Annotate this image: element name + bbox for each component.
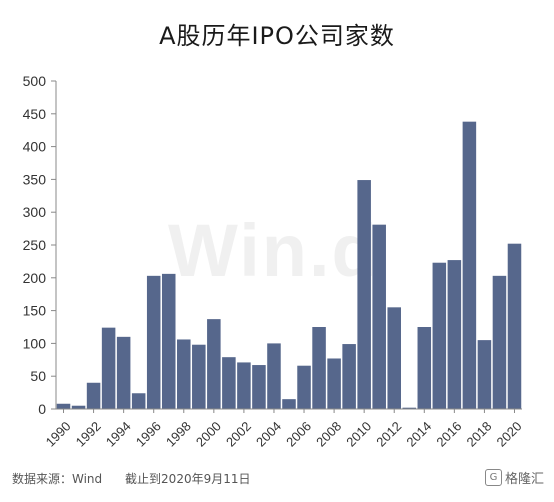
bar-1993 bbox=[101, 327, 116, 409]
bar-1995 bbox=[131, 393, 146, 409]
bar-1994 bbox=[116, 336, 131, 409]
g-logo-icon: G bbox=[484, 469, 502, 486]
bar-2008 bbox=[327, 358, 341, 409]
bar-2020 bbox=[507, 243, 522, 409]
bar-2009 bbox=[342, 344, 356, 409]
bar-1991 bbox=[71, 405, 86, 409]
x-tick-label: 2002 bbox=[223, 419, 254, 450]
x-tick-label: 2000 bbox=[193, 419, 224, 450]
bar-2000 bbox=[207, 319, 221, 409]
bar-2018 bbox=[477, 340, 492, 409]
brand-logo: G 格隆汇 bbox=[484, 468, 544, 487]
y-tick-label: 150 bbox=[23, 303, 47, 319]
y-tick-label: 350 bbox=[23, 171, 47, 187]
bar-1990 bbox=[56, 403, 71, 409]
x-tick-label: 1990 bbox=[43, 419, 74, 450]
bar-2016 bbox=[447, 260, 462, 409]
chart-title: A股历年IPO公司家数 bbox=[159, 22, 395, 50]
source-note: 数据来源：Wind 截止到2020年9月11日 bbox=[12, 472, 251, 486]
bar-2013 bbox=[402, 407, 417, 409]
x-tick-label: 2012 bbox=[373, 419, 404, 450]
bar-2001 bbox=[222, 357, 236, 409]
bar-1997 bbox=[161, 273, 176, 409]
bar-1999 bbox=[192, 344, 206, 409]
x-tick-label: 2006 bbox=[283, 419, 314, 450]
bar-1992 bbox=[86, 382, 101, 409]
bar-2005 bbox=[282, 399, 296, 409]
x-tick-label: 1992 bbox=[73, 419, 104, 450]
x-tick-label: 1994 bbox=[103, 419, 134, 450]
x-tick-label: 2018 bbox=[463, 419, 494, 450]
bar-2007 bbox=[312, 327, 326, 409]
x-tick-label: 1996 bbox=[133, 419, 164, 450]
y-tick-label: 500 bbox=[23, 73, 47, 89]
y-tick-label: 200 bbox=[23, 270, 47, 286]
y-tick-label: 50 bbox=[30, 368, 46, 384]
x-tick-label: 2008 bbox=[313, 419, 344, 450]
bar-2011 bbox=[372, 224, 386, 409]
y-tick-label: 0 bbox=[38, 401, 46, 417]
y-tick-label: 400 bbox=[23, 139, 47, 155]
brand-name: 格隆汇 bbox=[504, 472, 544, 487]
bar-2014 bbox=[417, 327, 432, 409]
bar-1998 bbox=[177, 339, 191, 409]
bar-2010 bbox=[357, 180, 371, 409]
bar-2019 bbox=[492, 275, 507, 409]
bar-1996 bbox=[146, 275, 161, 409]
x-tick-label: 2004 bbox=[253, 419, 284, 450]
x-tick-label: 1998 bbox=[163, 419, 194, 450]
y-tick-label: 100 bbox=[23, 335, 47, 351]
bar-2004 bbox=[267, 343, 281, 409]
bar-2003 bbox=[252, 365, 266, 409]
y-tick-label: 300 bbox=[23, 204, 47, 220]
bar-2012 bbox=[387, 307, 401, 409]
x-tick-label: 2010 bbox=[343, 419, 374, 450]
y-tick-label: 450 bbox=[23, 106, 47, 122]
bar-2006 bbox=[297, 365, 311, 409]
bar-2002 bbox=[237, 362, 251, 409]
watermark: Win.d bbox=[168, 209, 379, 292]
x-tick-label: 2014 bbox=[403, 419, 434, 450]
y-tick-label: 250 bbox=[23, 237, 47, 253]
bar-2015 bbox=[432, 262, 447, 409]
x-tick-label: 2016 bbox=[433, 419, 464, 450]
bar-2017 bbox=[462, 121, 477, 409]
x-tick-label: 2020 bbox=[494, 419, 525, 450]
